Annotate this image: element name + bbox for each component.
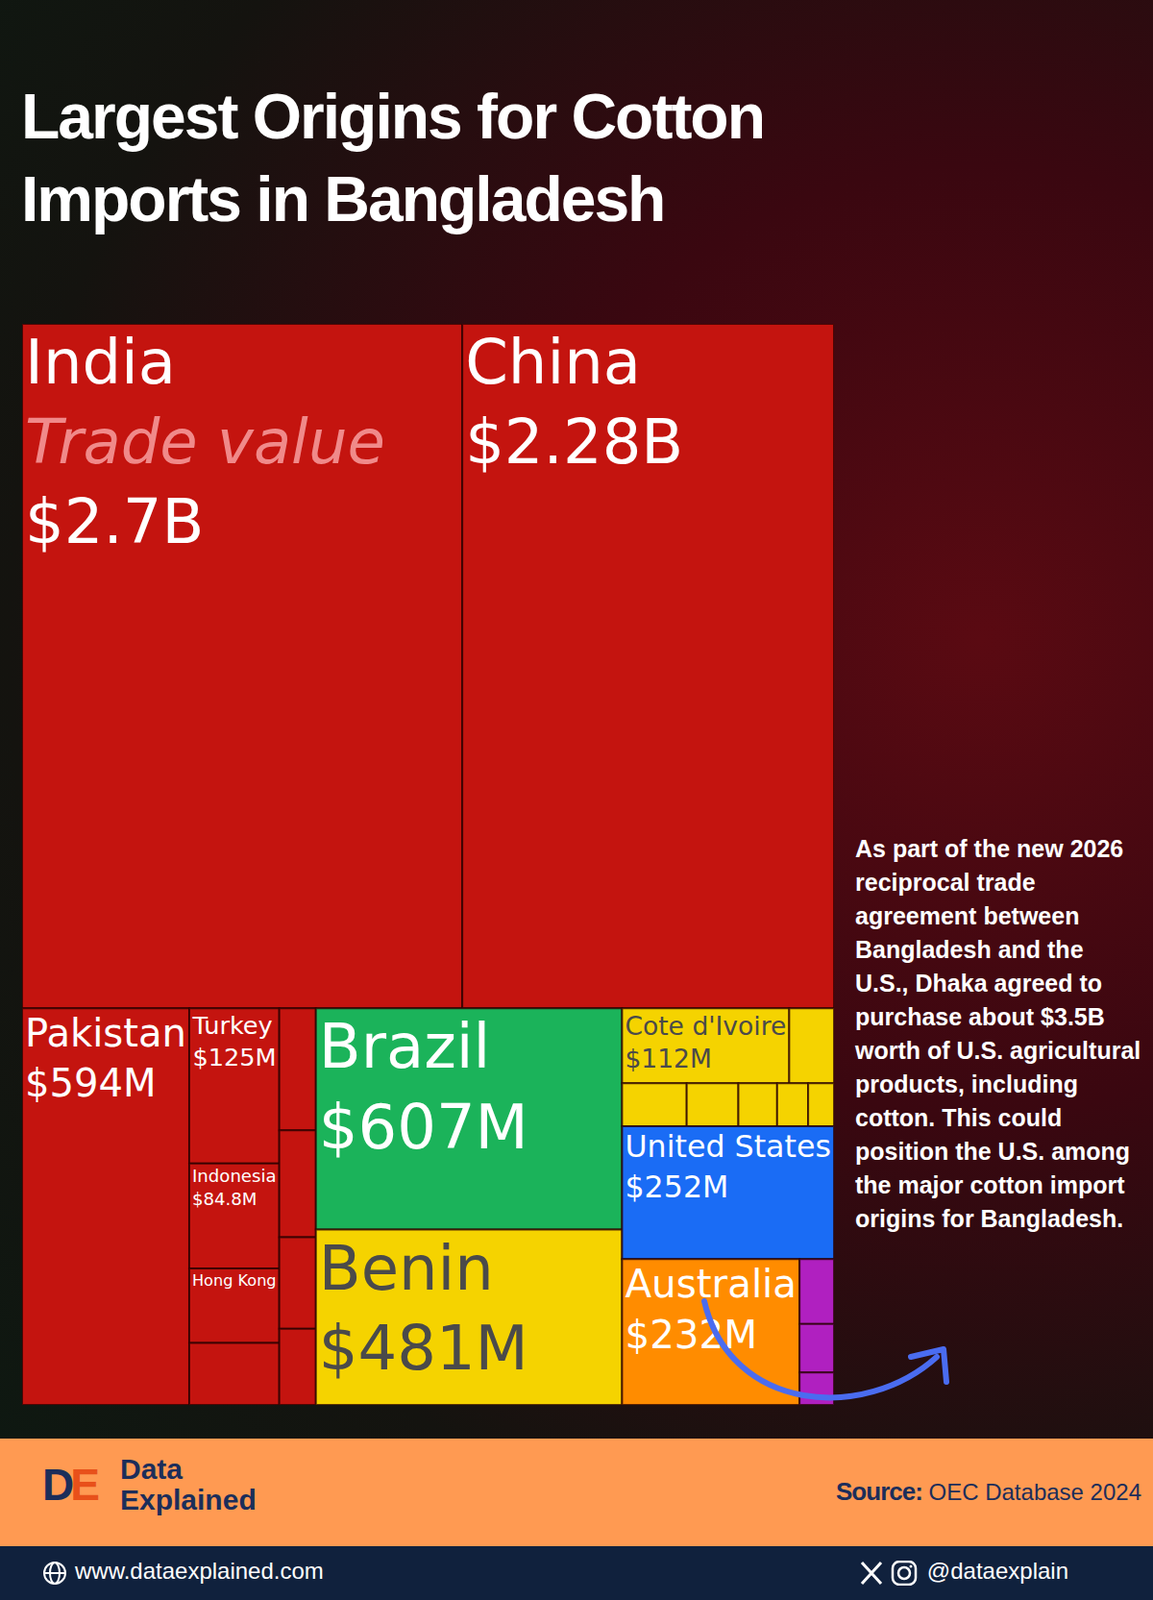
html-text:@dataexplain: @dataexplain <box>927 1557 1069 1584</box>
html-text:Explained: Explained <box>120 1483 257 1516</box>
svg-text:Hong Kong: Hong Kong <box>192 1271 277 1290</box>
svg-text:Indonesia$84.8M: Indonesia$84.8M <box>192 1165 277 1209</box>
html-text:D E: D E <box>42 1459 96 1510</box>
svg-text:China$2.28B: China$2.28B <box>465 326 684 478</box>
svg-text:Cote d'Ivoire$112M: Cote d'Ivoire$112M <box>624 1010 786 1075</box>
svg-text:IndiaTrade value$2.7B: IndiaTrade value$2.7B <box>24 326 386 558</box>
html-text:www.dataexplained.com: www.dataexplained.com <box>74 1557 324 1584</box>
svg-text:Benin$481M: Benin$481M <box>318 1232 529 1384</box>
svg-text:Australia$232M: Australia$232M <box>624 1260 797 1358</box>
html-text:Source: OEC Database 2024: Source: OEC Database 2024 <box>835 1476 1142 1506</box>
svg-text:United States$252M: United States$252M <box>624 1128 831 1203</box>
html-text:Data: Data <box>120 1452 183 1485</box>
svg-text:Brazil$607M: Brazil$607M <box>318 1010 529 1162</box>
svg-text:Turkey$125M: Turkey$125M <box>191 1010 276 1072</box>
svg-text:Pakistan$594M: Pakistan$594M <box>24 1010 187 1105</box>
html-text:Largest Origins for Cotton Imp: Largest Origins for Cotton Imports in Ba… <box>21 80 764 235</box>
html-text:As part of the new 2026 recipr: As part of the new 2026 reciprocal trade… <box>855 834 1141 1232</box>
